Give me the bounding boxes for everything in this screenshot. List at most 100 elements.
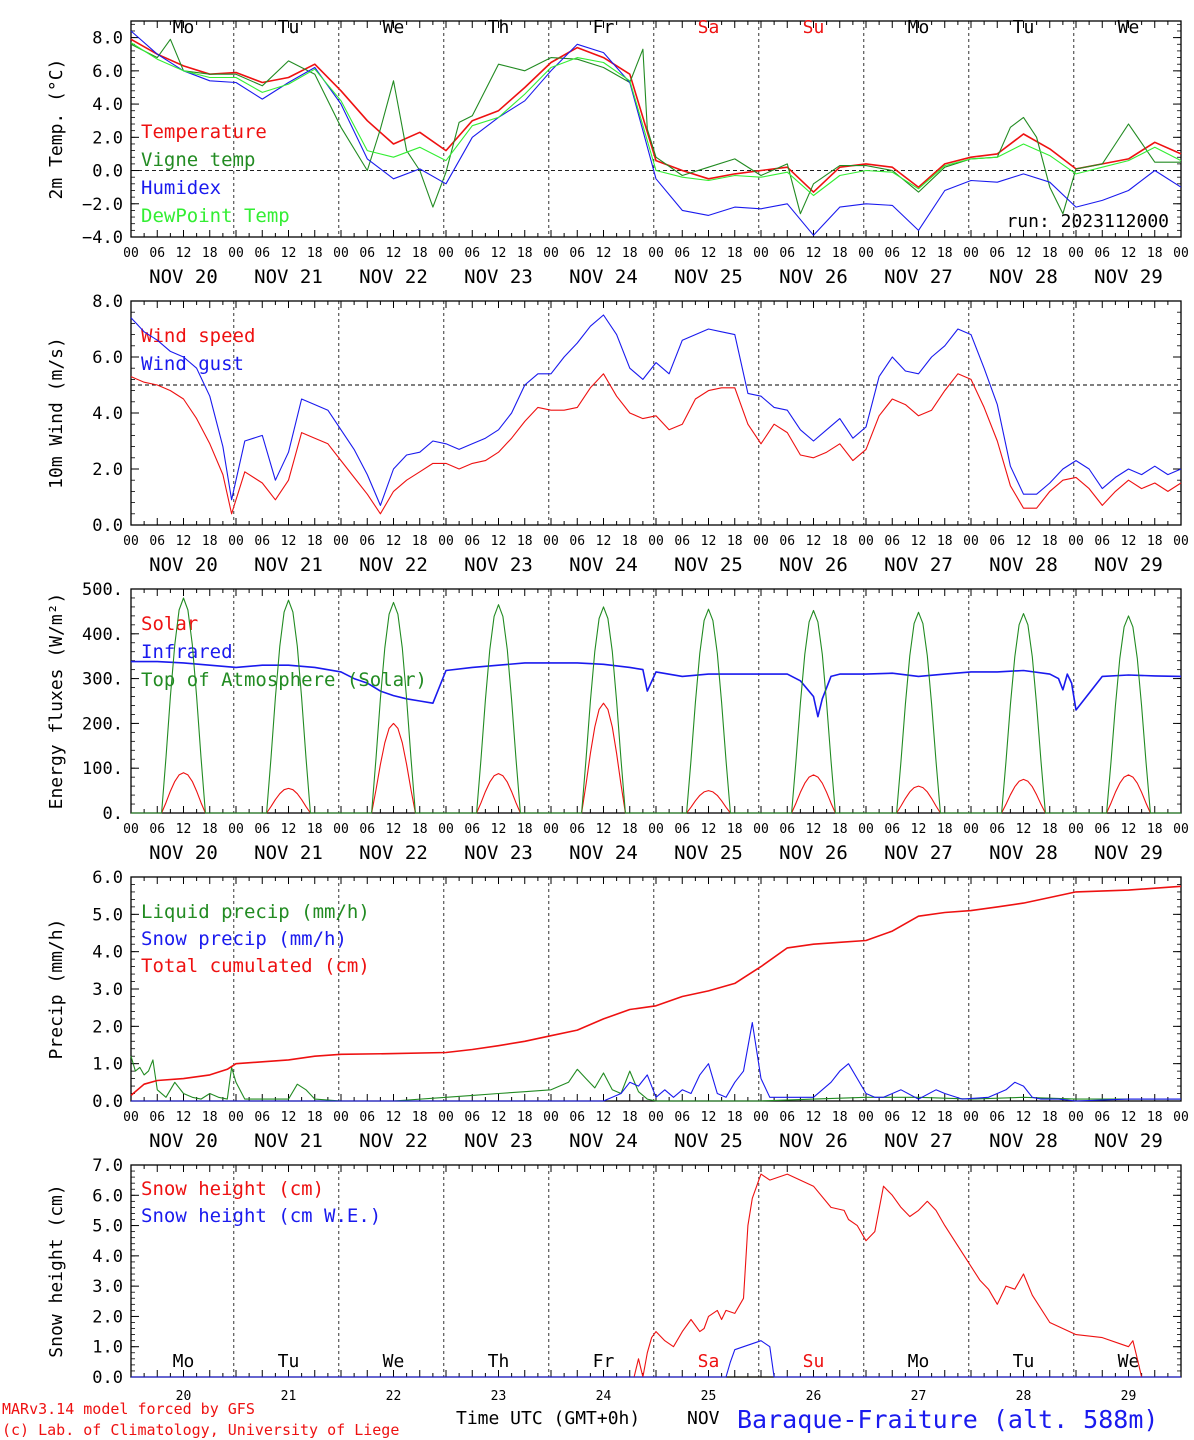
x-hour-label: 18 [517, 822, 533, 837]
station-name: Baraque-Fraiture (alt. 588m) [737, 1405, 1158, 1434]
x-hour-label: 18 [832, 822, 848, 837]
panel-5: 7.0 6.0 5.0 4.0 3.0 2.0 1.0 0.0 Snow height (cm)… [46, 1156, 1182, 1404]
y-tick-label: 7.0 [92, 1156, 123, 1176]
x-hour-label: 12 [1121, 1110, 1137, 1125]
x-hour-label: 00 [753, 1110, 769, 1125]
x-hour-label: 12 [281, 246, 297, 261]
x-hour-label: 12 [1121, 246, 1137, 261]
y-tick-label: 3.0 [92, 1277, 123, 1297]
x-hour-label: 18 [202, 1110, 218, 1125]
legend-entry: Wind speed [141, 325, 255, 347]
x-day-label: NOV 27 [884, 266, 953, 288]
x-day-label: NOV 25 [674, 842, 743, 864]
legend-entry: Humidex [141, 177, 221, 199]
x-day-label: NOV 22 [359, 266, 428, 288]
x-hour-label: 18 [412, 822, 428, 837]
x-hour-label: 06 [674, 1110, 690, 1125]
x-hour-label: 18 [1147, 1110, 1163, 1125]
x-hour-label: 06 [884, 1110, 900, 1125]
x-hour-label: 18 [517, 246, 533, 261]
x-hour-label: 12 [1016, 246, 1032, 261]
x-hour-label: 00 [1068, 534, 1084, 549]
x-hour-label: 12 [386, 534, 402, 549]
x-hour-label: 00 [543, 822, 559, 837]
x-hour-label: 06 [569, 246, 585, 261]
x-hour-label: 18 [1147, 246, 1163, 261]
x-hour-label: 00 [123, 534, 139, 549]
x-day-label: NOV 27 [884, 554, 953, 576]
y-tick-label: 6.0 [92, 1186, 123, 1206]
x-hour-label: 18 [937, 246, 953, 261]
y-tick-label: −4.0 [82, 228, 123, 248]
x-hour-label: 12 [701, 534, 717, 549]
x-hour-label: 18 [1042, 1110, 1058, 1125]
x-hour-label: 12 [1016, 534, 1032, 549]
y-tick-label: 8.0 [92, 29, 123, 49]
x-day-number: 27 [911, 1389, 927, 1404]
weekday-label: Tu [278, 1351, 300, 1372]
x-hour-label: 12 [806, 1110, 822, 1125]
weekday-label: Th [488, 17, 510, 38]
legend-entry: Solar [141, 613, 198, 635]
y-tick-label: 2.0 [92, 460, 123, 480]
legend-entry: Snow height (cm) [141, 1178, 324, 1200]
x-day-label: NOV 22 [359, 842, 428, 864]
x-hour-label: 12 [176, 246, 192, 261]
x-day-label: NOV 21 [254, 1130, 323, 1152]
x-day-label: NOV 24 [569, 1130, 638, 1152]
weekday-label: Su [803, 17, 825, 38]
x-hour-label: 12 [1121, 534, 1137, 549]
y-tick-label: 2.0 [92, 1307, 123, 1327]
x-hour-label: 18 [1147, 822, 1163, 837]
x-hour-label: 18 [832, 534, 848, 549]
x-hour-label: 12 [491, 822, 507, 837]
x-day-label: NOV 21 [254, 842, 323, 864]
x-hour-label: 06 [779, 534, 795, 549]
x-hour-label: 18 [832, 246, 848, 261]
weekday-label: We [383, 17, 405, 38]
weekday-label: Fr [593, 17, 615, 38]
y-tick-label: 5.0 [92, 905, 123, 925]
y-tick-label: 2.0 [92, 128, 123, 148]
x-day-label: NOV 25 [674, 1130, 743, 1152]
x-hour-label: 06 [254, 246, 270, 261]
x-day-number: 23 [491, 1389, 507, 1404]
series-line [130, 38, 1181, 215]
x-hour-label: 00 [333, 246, 349, 261]
x-hour-label: 00 [1173, 822, 1189, 837]
series-line [130, 314, 1182, 506]
x-hour-label: 18 [727, 246, 743, 261]
x-hour-label: 06 [989, 246, 1005, 261]
y-tick-label: 4.0 [92, 943, 123, 963]
x-hour-label: 12 [911, 534, 927, 549]
x-hour-label: 00 [543, 246, 559, 261]
x-hour-label: 00 [123, 1110, 139, 1125]
x-hour-label: 12 [281, 534, 297, 549]
x-hour-label: 18 [937, 822, 953, 837]
y-tick-label: 1.0 [92, 1338, 123, 1358]
x-hour-label: 06 [359, 246, 375, 261]
x-hour-label: 00 [858, 822, 874, 837]
y-tick-label: 500. [82, 580, 123, 600]
x-day-label: NOV 28 [989, 842, 1058, 864]
x-hour-label: 18 [1042, 534, 1058, 549]
series-line [131, 1022, 1181, 1102]
x-hour-label: 18 [517, 534, 533, 549]
x-hour-label: 00 [333, 822, 349, 837]
x-hour-label: 18 [622, 1110, 638, 1125]
legend-entry: DewPoint Temp [141, 205, 290, 227]
x-hour-label: 06 [464, 534, 480, 549]
x-hour-label: 18 [832, 1110, 848, 1125]
x-hour-label: 18 [622, 534, 638, 549]
x-hour-label: 12 [596, 246, 612, 261]
x-hour-label: 06 [1094, 822, 1110, 837]
x-hour-label: 00 [648, 534, 664, 549]
x-day-label: NOV 20 [149, 842, 218, 864]
weekday-label: Tu [1013, 17, 1035, 38]
x-hour-label: 06 [989, 822, 1005, 837]
y-tick-label: 0.0 [92, 1092, 123, 1112]
x-day-number: 29 [1121, 1389, 1137, 1404]
y-axis-label: Energy fluxes (W/m²) [46, 593, 67, 810]
series-line [130, 38, 1182, 193]
x-hour-label: 18 [727, 534, 743, 549]
